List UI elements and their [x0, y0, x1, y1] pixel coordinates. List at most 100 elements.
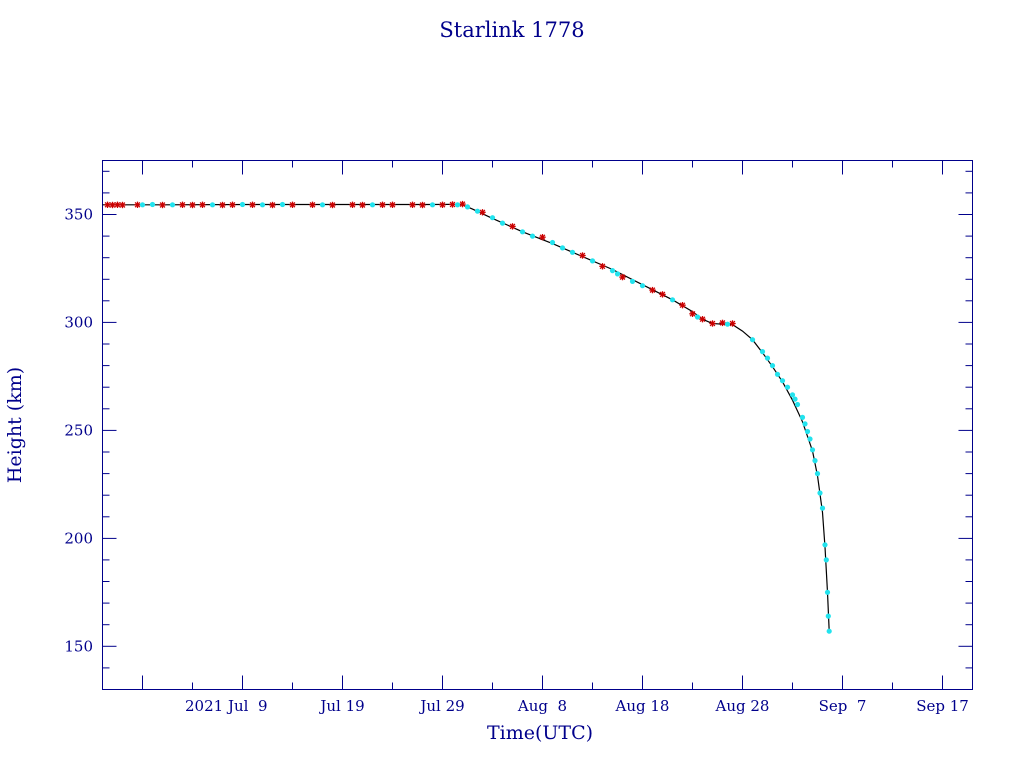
dot-marker [529, 233, 536, 239]
dot-marker [629, 278, 636, 284]
star-marker [679, 302, 686, 309]
dot-marker [369, 202, 376, 208]
dot-marker [824, 589, 831, 595]
star-marker [649, 286, 656, 294]
dot-marker [609, 268, 616, 274]
star-marker [269, 201, 276, 209]
x-axis: 2021 Jul 9 Jul 19 Jul 29 Aug 8 Aug 18 Aug 28 S… [142, 160, 969, 715]
dot-marker [799, 414, 806, 420]
dot-marker [819, 505, 826, 511]
dot-marker [429, 202, 436, 208]
dot-marker [209, 202, 216, 208]
dot-marker [794, 401, 801, 408]
y-axis: 150 200 250 300 350 [64, 170, 973, 690]
x-axis-label: Time(UTC) [487, 722, 593, 744]
dot-marker [319, 202, 326, 208]
y-tick-label: 250 [64, 421, 93, 439]
dot-marker [499, 220, 506, 226]
star-marker [349, 201, 356, 208]
x-tick-label: Sep 7 [819, 697, 867, 715]
dot-marker [239, 201, 246, 208]
star-marker [719, 319, 726, 327]
dot-marker [817, 490, 823, 496]
y-tick-label: 350 [64, 206, 93, 224]
y-axis-label: Height (km) [4, 367, 26, 483]
star-marker [379, 201, 386, 208]
dot-marker [589, 258, 596, 264]
star-marker [189, 201, 196, 209]
dot-marker [639, 283, 646, 289]
dot-marker [759, 349, 766, 355]
star-marker [699, 316, 706, 323]
dot-marker [784, 384, 791, 390]
star-marker [579, 252, 586, 259]
dot-marker [804, 428, 811, 435]
dot-marker [774, 371, 781, 377]
plot-frame [102, 160, 973, 690]
star-marker [409, 201, 416, 208]
dot-marker [489, 215, 496, 221]
dot-marker [614, 271, 621, 277]
star-marker [119, 201, 126, 209]
dot-marker [769, 363, 776, 369]
x-tick-label: 2021 Jul 9 [185, 697, 268, 715]
dot-marker [149, 201, 156, 208]
star-marker [419, 201, 426, 209]
dot-marker [519, 229, 526, 235]
star-marker [159, 201, 166, 209]
star-marker [359, 201, 366, 209]
dot-marker [814, 471, 821, 477]
dot-marker [259, 202, 266, 208]
star-marker [329, 201, 336, 209]
dot-marker [789, 392, 796, 398]
star-marker [619, 273, 626, 281]
dot-marker [822, 542, 828, 548]
dot-marker [569, 249, 576, 255]
star-marker [539, 234, 546, 241]
dot-marker [454, 202, 461, 208]
dot-marker [779, 378, 786, 384]
x-tick-label: Jul 29 [418, 697, 464, 715]
star-marker [439, 201, 446, 208]
dot-marker [809, 447, 816, 453]
dot-marker [764, 355, 771, 361]
star-marker [289, 201, 296, 208]
dot-marker [792, 396, 798, 402]
star-marker [509, 223, 516, 230]
star-marker [599, 263, 606, 270]
dot-marker [826, 628, 832, 634]
dot-marker [464, 204, 471, 210]
dot-marker [812, 458, 818, 464]
star-marker [199, 201, 206, 208]
star-marker [134, 201, 141, 208]
star-marker [249, 201, 256, 208]
dot-marker [749, 337, 756, 343]
dot-marker [823, 557, 829, 563]
dot-marker [724, 321, 731, 327]
x-tick-label: Aug 8 [517, 697, 567, 715]
star-marker [229, 201, 236, 208]
dot-marker [474, 208, 481, 214]
dot-marker [169, 202, 176, 208]
dot-marker [802, 421, 808, 427]
star-marker [459, 200, 466, 208]
dot-marker [559, 245, 566, 251]
y-tick-label: 150 [64, 637, 93, 655]
x-tick-label: Aug 28 [715, 697, 770, 715]
star-marker [309, 201, 316, 208]
x-tick-label: Jul 19 [318, 697, 364, 715]
dot-marker [669, 297, 676, 303]
dot-marker [807, 436, 813, 442]
star-marker [729, 320, 736, 327]
y-tick-label: 200 [64, 529, 93, 547]
dot-marker [279, 201, 286, 208]
x-tick-label: Sep 17 [916, 697, 969, 715]
star-marker [689, 310, 696, 317]
star-marker [389, 201, 396, 208]
star-marker [179, 201, 186, 208]
dot-marker [139, 202, 146, 208]
x-tick-label: Aug 18 [615, 697, 670, 715]
dot-marker [694, 314, 701, 320]
star-marker [449, 201, 456, 208]
